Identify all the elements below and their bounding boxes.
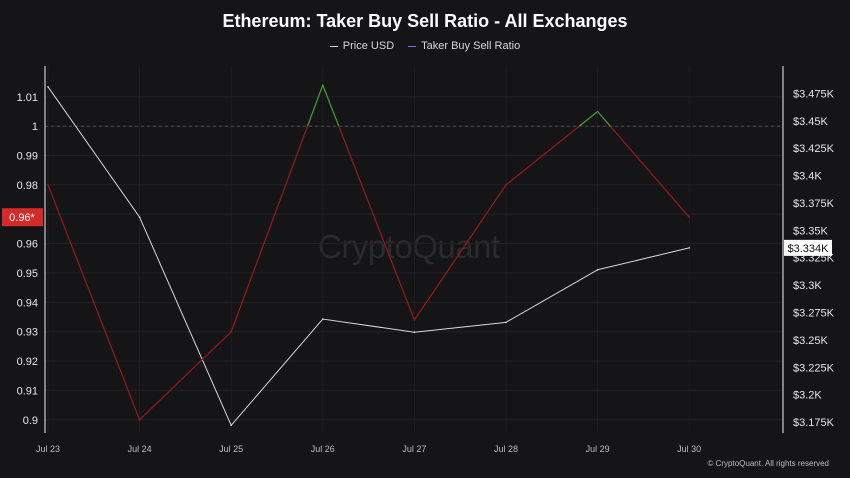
ratio-point	[688, 216, 690, 219]
ratio-segment	[322, 84, 340, 127]
x-tick-label: Jul 25	[219, 444, 243, 454]
ratio-current-badge	[2, 208, 43, 227]
price-point	[230, 424, 232, 427]
legend-label-ratio: Taker Buy Sell Ratio	[421, 40, 521, 52]
y-right-tick-label: $3.275K	[793, 307, 835, 319]
ratio-segment	[597, 111, 611, 127]
legend-item-price[interactable]: Price USD	[329, 40, 395, 52]
ratio-point	[47, 184, 49, 186]
x-tick-label: Jul 27	[402, 444, 426, 454]
ratio-segment	[413, 184, 507, 321]
ratio-point	[413, 319, 416, 321]
ratio-point	[322, 84, 324, 86]
y-left-tick-label: 1.01	[17, 92, 38, 104]
price-line	[47, 86, 690, 426]
ratio-segment	[609, 125, 690, 218]
copyright: © CryptoQuant. All rights reserved	[707, 459, 830, 468]
price-point	[138, 216, 141, 218]
x-tick-label: Jul 29	[586, 444, 610, 454]
ratio-segment	[230, 125, 309, 332]
y-right-tick-label: $3.175K	[793, 417, 835, 429]
ratio-point	[138, 418, 141, 421]
ratio-segment	[47, 184, 141, 421]
ratio-segment	[338, 125, 416, 321]
y-left-tick-label: 0.91	[17, 385, 38, 397]
y-left-tick-label: 0.92	[17, 356, 38, 368]
y-left-tick-label: 0.95	[17, 268, 38, 280]
y-right-tick-label: $3.25K	[793, 335, 829, 347]
y-left-tick-label: 0.9	[23, 415, 38, 427]
x-tick-label: Jul 30	[677, 444, 701, 454]
price-point	[688, 247, 690, 249]
ratio-current-label: 0.96*	[9, 212, 35, 224]
chart-title: Ethereum: Taker Buy Sell Ratio - All Exc…	[222, 11, 628, 31]
y-right-tick-label: $3.475K	[793, 88, 835, 100]
ratio-segment	[139, 331, 232, 421]
price-current-badge	[784, 239, 832, 256]
y-right-tick-label: $3.45K	[793, 116, 829, 128]
y-left-tick-label: 0.99	[17, 151, 38, 163]
ratio-segment	[505, 125, 580, 186]
x-tick-label: Jul 23	[36, 444, 60, 454]
chart-legend: Price USD Taker Buy Sell Ratio	[0, 40, 850, 52]
y-left-tick-label: 0.98	[17, 180, 38, 192]
legend-swatch-price	[329, 45, 338, 47]
ratio-point	[505, 184, 507, 186]
y-right-tick-label: $3.4K	[793, 171, 822, 183]
ratio-point	[596, 110, 599, 113]
y-right-tick-label: $3.425K	[793, 143, 835, 155]
x-tick-label: Jul 26	[311, 444, 335, 454]
legend-swatch-ratio	[408, 45, 417, 47]
ratio-segment	[578, 111, 599, 127]
y-left-tick-label: 1	[32, 121, 38, 133]
y-right-tick-label: $3.3K	[793, 280, 822, 292]
price-point	[47, 86, 49, 88]
y-left-tick-label: 0.96	[17, 239, 38, 251]
y-left-tick-label: 0.93	[17, 327, 38, 339]
legend-item-ratio[interactable]: Taker Buy Sell Ratio	[408, 40, 520, 52]
watermark: CryptoQuant	[318, 228, 500, 265]
legend-label-price: Price USD	[342, 40, 395, 52]
y-left-tick-label: 0.94	[17, 297, 38, 309]
price-point	[505, 321, 507, 324]
y-right-tick-label: $3.2K	[793, 390, 822, 402]
ratio-segment	[306, 84, 324, 127]
y-right-tick-label: $3.375K	[793, 198, 835, 210]
x-tick-label: Jul 24	[128, 444, 152, 454]
y-right-tick-label: $3.225K	[793, 362, 835, 374]
price-point	[322, 318, 324, 320]
price-point	[596, 268, 599, 271]
price-current-label: $3.334K	[788, 243, 830, 255]
price-point	[413, 331, 416, 334]
y-right-tick-label: $3.35K	[793, 225, 829, 237]
x-tick-label: Jul 28	[494, 444, 518, 454]
ratio-point	[230, 330, 232, 333]
